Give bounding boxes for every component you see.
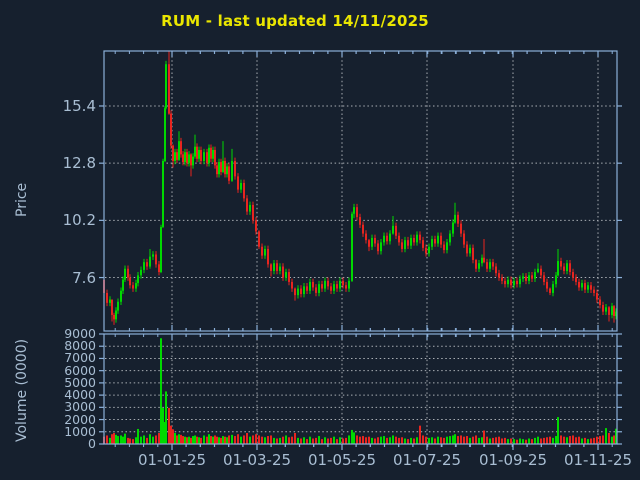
volume-axis-label: Volume (0000) (14, 338, 30, 442)
chart-title: RUM - last updated 14/11/2025 (161, 12, 429, 30)
price-tick-label: 7.6 (72, 268, 96, 287)
volume-tick-label: 0 (88, 436, 96, 451)
volume-tick-label: 5000 (64, 374, 96, 390)
volume-tick-label: 9000 (64, 326, 96, 341)
volume-tick-label: 4000 (64, 387, 96, 403)
price-tick-label: 10.2 (62, 211, 96, 230)
volume-tick-label: 1000 (64, 423, 96, 439)
date-tick-label: 01-05-25 (307, 451, 377, 469)
price-tick-label: 15.4 (62, 96, 96, 115)
price-tick-label: 12.8 (62, 154, 96, 173)
date-tick-label: 01-09-25 (478, 451, 548, 469)
volume-tick-label: 3000 (64, 399, 96, 415)
date-tick-label: 01-11-25 (563, 451, 633, 469)
price-axis-label: Price (14, 182, 30, 218)
volume-tick-label: 2000 (64, 411, 96, 427)
date-tick-label: 01-03-25 (222, 451, 292, 469)
date-tick-label: 01-07-25 (392, 451, 462, 469)
volume-tick-label: 8000 (64, 338, 96, 354)
volume-tick-label: 6000 (64, 362, 96, 378)
volume-tick-label: 7000 (64, 350, 96, 366)
date-tick-label: 01-01-25 (137, 451, 207, 469)
